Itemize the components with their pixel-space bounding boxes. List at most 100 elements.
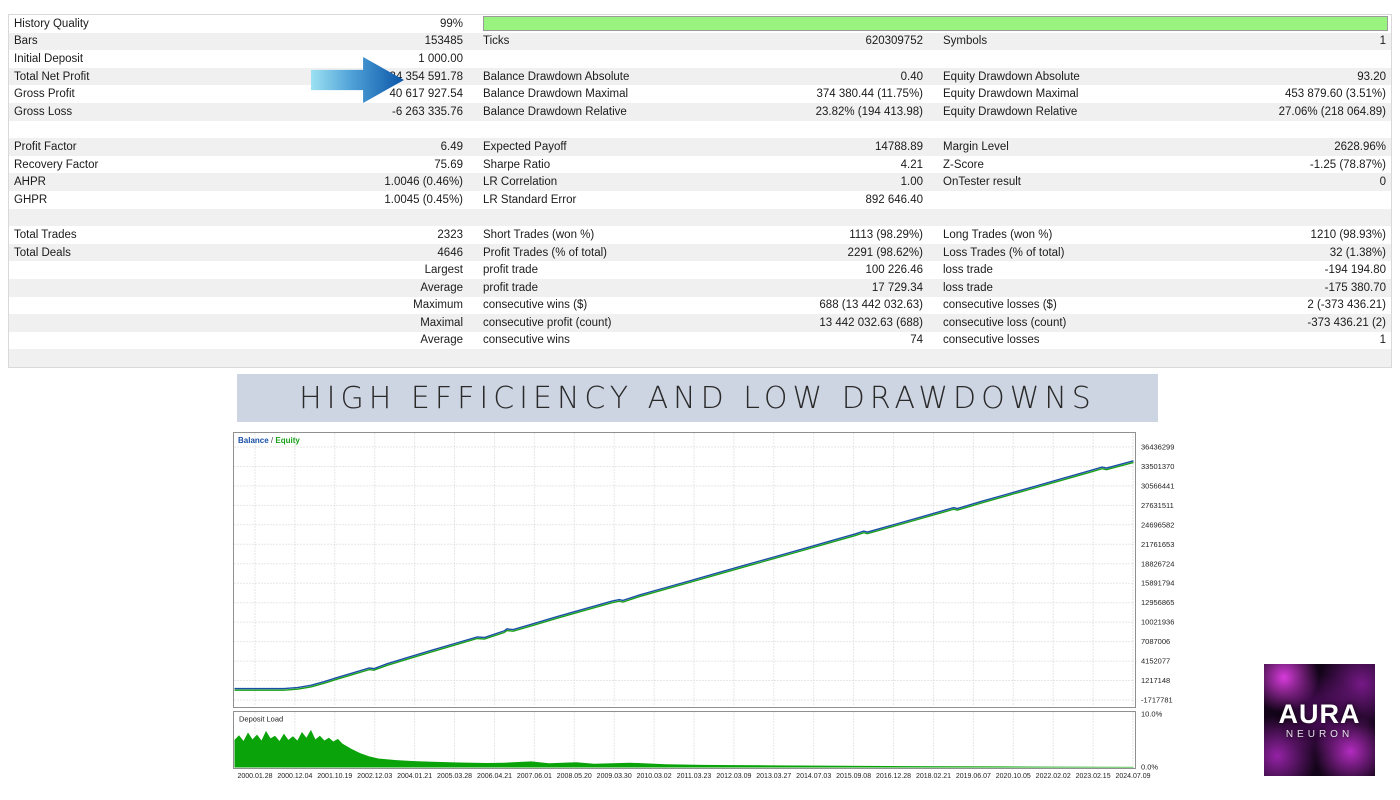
- table-row: Total Net Profit 34 354 591.78 Balance Dra…: [9, 67, 1391, 86]
- stat-label: LR Standard Error: [483, 193, 577, 206]
- stat-label: Total Trades: [14, 228, 77, 241]
- stat-value: 153485: [424, 35, 463, 48]
- stat-label: Total Deals: [14, 246, 71, 259]
- table-row: Bars 153485 Ticks 620309752 Symbols 1: [9, 32, 1391, 51]
- x-axis-label: 2015.09.08: [836, 773, 871, 780]
- deposit-load-area: [234, 729, 1134, 768]
- stat-label: Bars: [14, 35, 38, 48]
- stat-value: 0.40: [900, 70, 923, 83]
- x-axis-label: 2014.07.03: [796, 773, 831, 780]
- stat-label: profit trade: [483, 264, 538, 277]
- stat-label: Equity Drawdown Maximal: [943, 88, 1079, 101]
- deposit-max-label: 10.0%: [1141, 710, 1163, 719]
- x-axis-label: 2005.03.28: [437, 773, 472, 780]
- stat-value: 4646: [437, 246, 463, 259]
- deposit-min-label: 0.0%: [1141, 763, 1158, 772]
- x-axis-label: 2012.03.09: [716, 773, 751, 780]
- y-axis-label: 4152077: [1141, 657, 1170, 666]
- x-axis-label: 2008.05.20: [557, 773, 592, 780]
- stat-label: Initial Deposit: [14, 52, 84, 65]
- aura-neuron-logo: AURA NEURON: [1264, 664, 1375, 776]
- stat-label: Long Trades (won %): [943, 228, 1053, 241]
- y-axis-label: 10021936: [1141, 618, 1174, 627]
- table-row: Recovery Factor 75.69 Sharpe Ratio 4.21 Z-Sc…: [9, 156, 1391, 174]
- x-axis-label: 2001.10.19: [317, 773, 352, 780]
- table-row: Total Trades 2323 Short Trades (won %) 1113…: [9, 226, 1391, 244]
- stat-label: Sharpe Ratio: [483, 158, 551, 171]
- stat-label: GHPR: [14, 193, 48, 206]
- table-row: Maximal consecutive profit (count) 13 442 …: [9, 314, 1391, 332]
- stat-value: 2323: [437, 228, 463, 241]
- stat-value: 1113 (98.29%): [849, 228, 923, 241]
- stat-value: -175 380.70: [1324, 281, 1386, 294]
- stat-label: Balance Drawdown Relative: [483, 105, 627, 118]
- x-axis-label: 2004.01.21: [397, 773, 432, 780]
- table-row: Average profit trade 17 729.34 loss trade -1…: [9, 278, 1391, 297]
- stat-label: Balance Drawdown Maximal: [483, 88, 629, 101]
- stat-value: 13 442 032.63 (688): [819, 316, 923, 329]
- stat-value: 2 (-373 436.21): [1307, 299, 1386, 312]
- stat-label: LR Correlation: [483, 176, 558, 189]
- stat-label: Ticks: [483, 35, 510, 48]
- logo-title: AURA: [1278, 698, 1361, 729]
- y-axis-label: 36436299: [1141, 443, 1174, 452]
- table-row: Profit Factor 6.49 Expected Payoff 14788.89…: [9, 138, 1391, 156]
- stat-value: Maximum: [413, 299, 463, 312]
- y-axis-label: 15891794: [1141, 579, 1174, 588]
- x-axis-label: 2002.12.03: [357, 773, 392, 780]
- stat-value: 2291 (98.62%): [847, 246, 923, 259]
- y-axis-label: 27631511: [1141, 501, 1174, 510]
- stat-label: consecutive loss (count): [943, 316, 1067, 329]
- x-axis-label: 2013.03.27: [756, 773, 791, 780]
- x-axis-label: 2006.04.21: [477, 773, 512, 780]
- stat-value: Maximal: [420, 316, 463, 329]
- stat-value: 34 354 591.78: [389, 70, 463, 83]
- stat-value: -1.25 (78.87%): [1309, 158, 1386, 171]
- stat-value: 1: [1379, 35, 1386, 48]
- table-row: [9, 208, 1391, 227]
- x-axis-label: 2018.02.21: [916, 773, 951, 780]
- stat-value: 1: [1379, 334, 1386, 347]
- logo-subtitle: NEURON: [1285, 728, 1354, 740]
- stat-label: Loss Trades (% of total): [943, 246, 1065, 259]
- stat-value: 40 617 927.54: [389, 88, 463, 101]
- y-axis-label: 33501370: [1141, 462, 1174, 471]
- y-axis-label: 24696582: [1141, 520, 1174, 529]
- stat-value: -373 436.21 (2): [1307, 316, 1386, 329]
- x-axis-label: 2009.03.30: [597, 773, 632, 780]
- performance-chart: 2000.01.28 2000.12.04 2001.10.19 2002.12.03…: [233, 430, 1183, 784]
- stat-label: Symbols: [943, 35, 988, 48]
- balance-panel: [233, 432, 1136, 708]
- stat-value: 75.69: [434, 158, 463, 171]
- table-row: Total Deals 4646 Profit Trades (% of total…: [9, 243, 1391, 262]
- banner: HIGH EFFICIENCY AND LOW DRAWDOWNS: [237, 374, 1158, 422]
- history-quality-progress-bar: [483, 16, 1388, 32]
- stat-value: 93.20: [1357, 70, 1386, 83]
- table-row: AHPR 1.0046 (0.46%) LR Correlation 1.00 OnTe…: [9, 173, 1391, 191]
- stat-label: consecutive wins: [483, 334, 570, 347]
- stats-table-body: History Quality 99% Bars 153485 Ticks 6203097…: [9, 15, 1391, 367]
- y-axis-label: 1217148: [1141, 676, 1170, 685]
- stat-label: Equity Drawdown Absolute: [943, 70, 1080, 83]
- stat-label: loss trade: [943, 264, 993, 277]
- stats-table: History Quality 99% Bars 153485 Ticks 6203097…: [8, 14, 1392, 368]
- stat-value: -194 194.80: [1324, 264, 1386, 277]
- stat-label: Expected Payoff: [483, 140, 567, 153]
- stat-label: Gross Profit: [14, 88, 75, 101]
- stat-label: Profit Factor: [14, 140, 77, 153]
- stat-value: 1 000.00: [418, 52, 463, 65]
- stat-value: 688 (13 442 032.63): [819, 299, 923, 312]
- stat-value: 100 226.46: [865, 264, 923, 277]
- stat-value: 1.00: [900, 176, 923, 189]
- banner-text: HIGH EFFICIENCY AND LOW DRAWDOWNS: [299, 380, 1096, 416]
- y-axis-label: 21761653: [1141, 540, 1174, 549]
- stat-value: 6.49: [440, 140, 463, 153]
- y-axis-label: 18826724: [1141, 559, 1174, 568]
- stat-label: consecutive wins ($): [483, 299, 588, 312]
- stat-label: Gross Loss: [14, 105, 73, 118]
- x-axis-label: 2011.03.23: [677, 773, 712, 780]
- stat-value: 4.21: [900, 158, 923, 171]
- stat-label: consecutive losses: [943, 334, 1040, 347]
- table-row: [9, 121, 1391, 139]
- stat-value: 1.0046 (0.46%): [384, 176, 463, 189]
